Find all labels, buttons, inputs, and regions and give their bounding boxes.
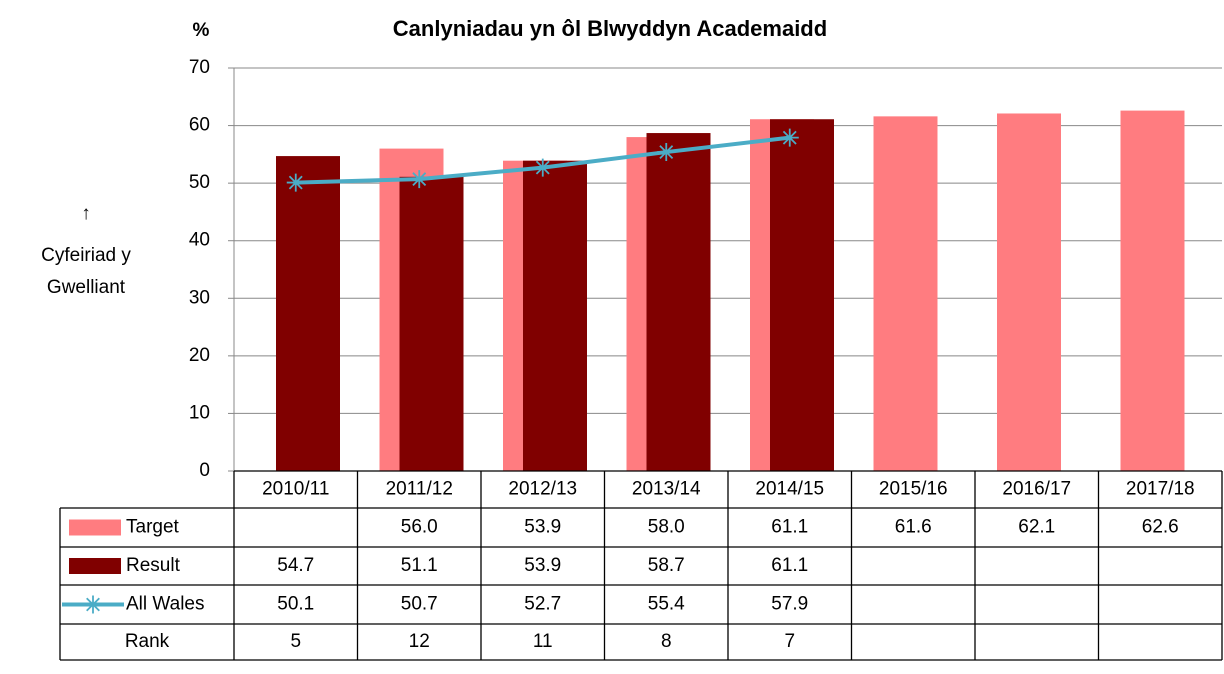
table-value: 50.1 xyxy=(277,594,314,615)
x-tick-label: 2010/11 xyxy=(262,479,329,500)
x-tick-label: 2015/16 xyxy=(879,479,948,500)
table-value: 5 xyxy=(290,631,301,652)
y-tick-label: 40 xyxy=(189,230,210,251)
table-row-label: Rank xyxy=(125,631,170,652)
y-axis-label: % xyxy=(193,20,210,41)
table-value: 62.1 xyxy=(1018,517,1055,538)
table-value: 54.7 xyxy=(277,555,314,576)
legend-label: Target xyxy=(126,517,180,538)
table-value: 52.7 xyxy=(524,594,561,615)
y-tick-label: 30 xyxy=(189,287,210,308)
bar xyxy=(997,113,1061,471)
marker xyxy=(533,158,552,177)
table-value: 7 xyxy=(784,631,795,652)
table-value: 57.9 xyxy=(771,594,808,615)
legend-label: Result xyxy=(126,555,181,576)
table-value: 53.9 xyxy=(524,517,561,538)
bar xyxy=(1120,110,1185,472)
table-value: 58.0 xyxy=(648,517,685,538)
x-tick-label: 2017/18 xyxy=(1126,479,1195,500)
y-tick-label: 60 xyxy=(189,115,210,136)
table-value: 62.6 xyxy=(1142,517,1179,538)
table-value: 61.1 xyxy=(771,555,808,576)
table-value: 8 xyxy=(661,631,672,652)
table-value: 55.4 xyxy=(648,594,685,615)
y-tick-label: 70 xyxy=(189,57,210,78)
table-value: 61.1 xyxy=(771,517,808,538)
table-value: 58.7 xyxy=(648,555,685,576)
annotation: ↑ xyxy=(81,203,91,224)
bar xyxy=(873,116,938,472)
legend-label: All Wales xyxy=(126,594,204,615)
legend-swatch xyxy=(69,519,121,536)
bar xyxy=(276,156,340,471)
y-tick-label: 0 xyxy=(199,460,210,481)
marker xyxy=(780,128,799,147)
legend-swatch xyxy=(69,558,121,574)
table-value: 51.1 xyxy=(401,555,438,576)
table-value: 56.0 xyxy=(401,517,438,538)
table-value: 50.7 xyxy=(401,594,438,615)
bar xyxy=(770,119,834,471)
chart-title: Canlyniadau yn ôl Blwyddyn Academaidd xyxy=(393,16,827,41)
marker xyxy=(410,170,429,189)
bar xyxy=(646,133,711,471)
annotation: Gwelliant xyxy=(47,277,126,298)
x-tick-label: 2011/12 xyxy=(386,479,453,500)
x-tick-label: 2014/15 xyxy=(755,479,824,500)
x-tick-label: 2012/13 xyxy=(508,479,577,500)
annotation: Cyfeiriad y xyxy=(41,245,131,266)
legend-marker xyxy=(84,595,102,614)
table-value: 53.9 xyxy=(524,555,561,576)
marker xyxy=(286,173,305,192)
table-value: 12 xyxy=(409,631,430,652)
bar xyxy=(399,176,464,471)
bar xyxy=(523,160,587,471)
x-tick-label: 2016/17 xyxy=(1002,479,1071,500)
y-tick-label: 50 xyxy=(189,172,210,193)
y-tick-label: 20 xyxy=(189,345,210,366)
table-value: 61.6 xyxy=(895,517,932,538)
x-tick-label: 2013/14 xyxy=(632,479,701,500)
y-tick-label: 10 xyxy=(189,402,210,423)
table-value: 11 xyxy=(533,631,553,652)
marker xyxy=(657,143,676,162)
